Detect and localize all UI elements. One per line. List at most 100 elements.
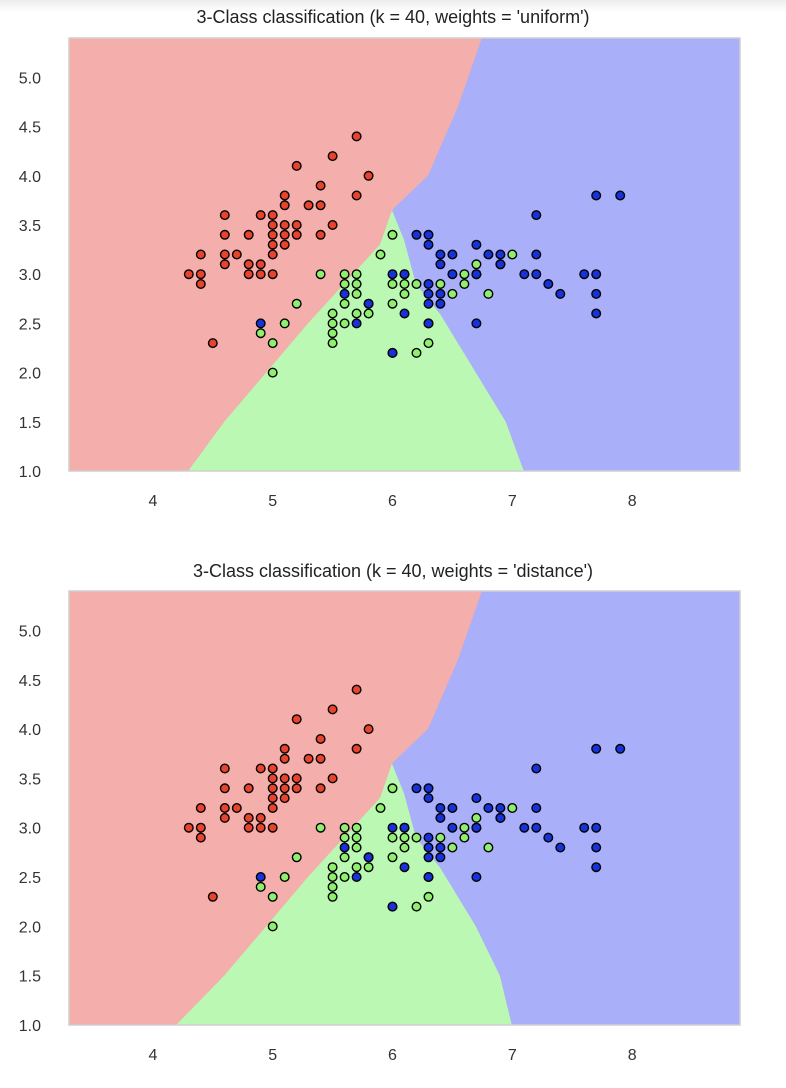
data-point-green [339,318,350,329]
y-tick-label: 2.0 [19,919,41,936]
data-point-blue [555,288,566,299]
data-point-red [267,269,278,280]
data-point-blue [255,318,266,329]
data-point-blue [435,852,446,863]
data-point-red [315,200,326,211]
data-point-blue [531,763,542,774]
data-point-blue [423,239,434,250]
data-point-red [267,773,278,784]
chart-title: 3-Class classification (k = 40, weights … [193,561,593,581]
data-point-blue [591,862,602,873]
data-point-blue [495,259,506,270]
x-tick-label: 7 [508,1047,517,1064]
data-point-red [327,773,338,784]
data-point-green [459,822,470,833]
top-strip [0,0,786,12]
data-point-red [243,229,254,240]
data-point-red [327,219,338,230]
data-point-green [351,288,362,299]
data-point-red [243,269,254,280]
data-point-blue [471,239,482,250]
data-point-red [219,812,230,823]
y-tick-label: 1.0 [19,1018,41,1035]
data-point-blue [447,822,458,833]
data-point-blue [471,872,482,883]
data-point-red [267,793,278,804]
data-point-red [207,338,218,349]
data-point-green [363,308,374,319]
data-point-red [267,803,278,814]
data-point-red [267,822,278,833]
data-point-green [399,832,410,843]
data-point-blue [411,229,422,240]
data-point-red [315,180,326,191]
plot-area [69,591,740,1025]
data-point-red [279,200,290,211]
data-point-green [351,308,362,319]
data-point-green [507,249,518,260]
data-point-red [183,822,194,833]
data-point-green [375,803,386,814]
data-point-red [279,229,290,240]
data-point-blue [423,298,434,309]
data-point-blue [447,269,458,280]
data-point-red [195,822,206,833]
x-tick-label: 6 [388,493,397,510]
y-tick-label: 5.0 [19,70,41,87]
data-point-blue [363,852,374,863]
data-point-red [291,229,302,240]
decision-region-blue [391,38,740,471]
data-point-blue [411,783,422,794]
data-point-blue [423,832,434,843]
data-point-blue [423,842,434,853]
x-tick-label: 7 [508,493,517,510]
data-point-red [231,249,242,260]
data-point-red [231,803,242,814]
data-point-red [219,803,230,814]
x-tick-label: 5 [268,1047,277,1064]
data-point-green [327,308,338,319]
data-point-red [279,743,290,754]
data-point-green [375,249,386,260]
data-point-red [303,753,314,764]
data-point-green [327,318,338,329]
data-point-red [267,783,278,794]
data-point-red [195,269,206,280]
data-point-blue [495,249,506,260]
data-point-blue [591,269,602,280]
data-point-blue [531,822,542,833]
y-tick-label: 2.0 [19,366,41,383]
data-point-blue [591,842,602,853]
data-point-green [387,783,398,794]
data-point-green [411,901,422,912]
data-point-red [351,131,362,142]
x-tick-label: 8 [628,493,637,510]
data-point-blue [579,269,590,280]
data-point-blue [435,298,446,309]
data-point-blue [387,822,398,833]
data-point-red [195,803,206,814]
data-point-red [315,734,326,745]
data-point-blue [483,249,494,260]
data-point-green [351,279,362,290]
data-point-red [279,219,290,230]
data-point-red [255,812,266,823]
data-point-red [267,210,278,221]
y-tick-label: 1.5 [19,415,41,432]
data-point-red [291,160,302,171]
data-point-green [279,872,290,883]
data-point-red [207,891,218,902]
data-point-green [447,288,458,299]
y-tick-label: 4.5 [19,120,41,137]
data-point-blue [387,901,398,912]
data-point-blue [483,803,494,814]
data-point-blue [435,259,446,270]
y-tick-label: 3.5 [19,771,41,788]
data-point-green [339,872,350,883]
plot-area [69,38,740,471]
data-point-blue [471,793,482,804]
data-point-blue [435,249,446,260]
data-point-green [411,832,422,843]
data-point-red [267,229,278,240]
